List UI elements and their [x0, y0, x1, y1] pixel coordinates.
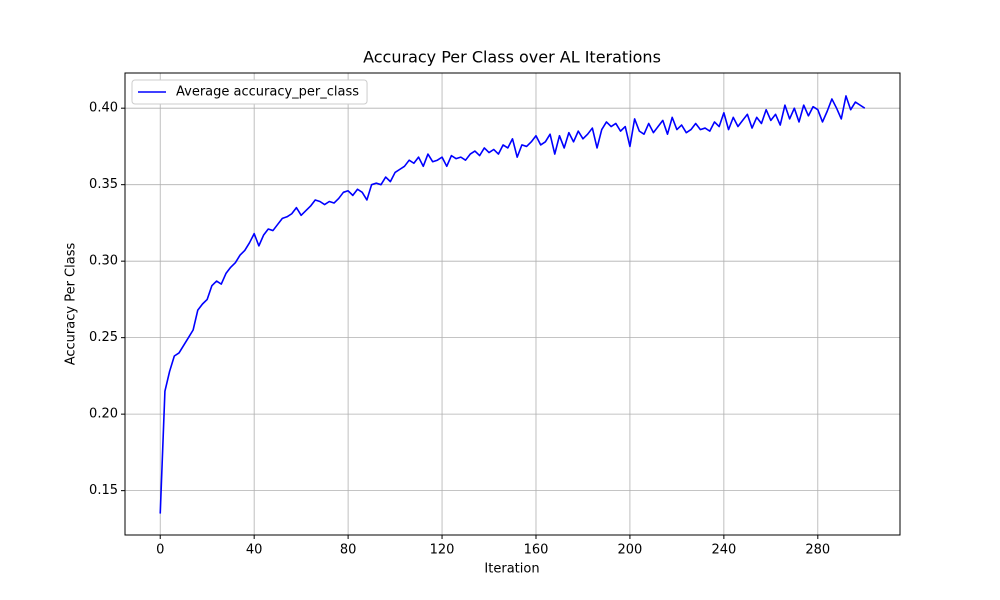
data-line: [159, 95, 866, 514]
x-tick-label: 40: [246, 543, 263, 558]
y-tick-label: 0.30: [89, 254, 118, 269]
y-tick-label: 0.40: [89, 101, 118, 116]
chart-title: Accuracy Per Class over AL Iterations: [363, 48, 661, 67]
plot-frame: [124, 72, 901, 536]
legend: [131, 79, 368, 105]
legend-label: Average accuracy_per_class: [176, 85, 359, 100]
y-axis-label: Accuracy Per Class: [64, 243, 79, 366]
y-tick-label: 0.25: [89, 330, 118, 345]
x-tick-label: 0: [156, 543, 164, 558]
x-tick-label: 160: [524, 543, 549, 558]
x-tick-label: 120: [430, 543, 455, 558]
x-tick-label: 200: [618, 543, 643, 558]
x-tick-label: 80: [340, 543, 357, 558]
x-tick-label: 240: [711, 543, 736, 558]
y-tick-label: 0.35: [89, 177, 118, 192]
x-axis-label: Iteration: [484, 562, 539, 577]
y-tick-label: 0.20: [89, 407, 118, 422]
y-tick-label: 0.15: [89, 483, 118, 498]
x-tick-label: 280: [805, 543, 830, 558]
